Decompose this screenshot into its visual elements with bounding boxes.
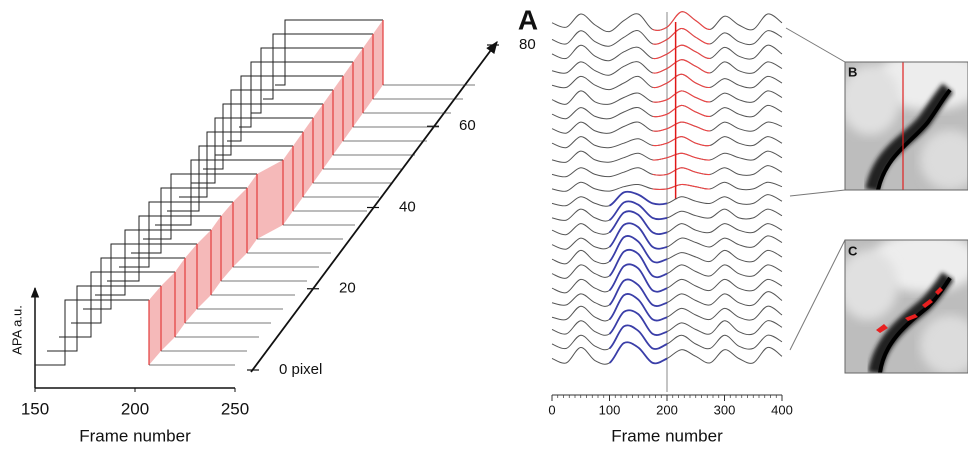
edge-band: [323, 90, 333, 169]
trace: [95, 229, 211, 296]
trace: [131, 187, 247, 254]
highlight: [652, 121, 711, 132]
inset-label: C: [848, 243, 858, 258]
z-tick-label: 40: [399, 198, 416, 215]
edge-band: [233, 188, 247, 267]
highlight: [652, 27, 711, 45]
trace: [47, 285, 161, 352]
x-tick-label: 0: [548, 402, 555, 417]
x-tick-label: 400: [771, 402, 793, 417]
highlight: [608, 248, 668, 279]
highlight: [652, 104, 711, 118]
y-axis-label: APA a.u.: [9, 305, 24, 355]
inset-c: [845, 240, 968, 373]
edge-band: [221, 202, 233, 281]
edge-band: [185, 244, 197, 323]
highlight: [609, 190, 668, 207]
trace: [143, 173, 257, 240]
inset-c-frame: [844, 239, 968, 374]
highlight: [608, 200, 668, 221]
edge-band: [313, 104, 323, 183]
z-tick-label: 60: [459, 117, 476, 134]
highlight: [608, 278, 668, 307]
highlight: [608, 222, 668, 250]
trace: [71, 257, 185, 324]
trace: [191, 117, 313, 184]
x-tick-label: 150: [21, 399, 49, 418]
edge-band: [293, 132, 303, 211]
inset-b: [845, 62, 968, 190]
highlight: [608, 341, 668, 365]
z-tick-label: 80: [519, 36, 536, 53]
panel-label: A: [518, 4, 538, 35]
edge-band: [303, 118, 313, 197]
highlight: [652, 73, 711, 89]
trace: [155, 159, 283, 226]
trace: [167, 145, 293, 212]
highlight: [652, 183, 711, 190]
highlight: [608, 210, 668, 235]
x-tick-label: 200: [656, 402, 678, 417]
inset-label: B: [848, 64, 857, 79]
highlight: [608, 293, 668, 322]
edge-band: [161, 272, 175, 351]
highlight: [608, 235, 668, 264]
x-tick-label: 300: [714, 402, 736, 417]
x-tick-label: 200: [121, 399, 149, 418]
highlight: [652, 90, 711, 103]
trace: [107, 215, 221, 282]
highlight: [652, 152, 711, 161]
highlight: [608, 263, 668, 293]
x-tick-label: 100: [599, 402, 621, 417]
connectors: [785, 27, 846, 351]
edge-band: [197, 230, 211, 309]
edge-band: [149, 286, 161, 365]
inset-b-frame: [844, 61, 968, 191]
trace: [239, 61, 353, 128]
trace: [35, 299, 149, 366]
trace: [215, 89, 333, 156]
trace: [83, 243, 197, 310]
highlight: [608, 309, 668, 336]
edge-band: [343, 62, 353, 141]
trace: [275, 19, 383, 86]
edge-band: [211, 216, 221, 295]
z-tick-label: 0 pixel: [279, 361, 322, 378]
edge-band: [363, 34, 373, 113]
edge-band: [175, 258, 185, 337]
edge-band: [373, 20, 383, 99]
z-tick-label: 20: [339, 280, 356, 297]
trace: [179, 131, 303, 198]
x-axis-label: Frame number: [611, 426, 723, 445]
x-axis-label: Frame number: [79, 426, 191, 445]
trace: [251, 47, 363, 114]
edge-band: [353, 48, 363, 127]
highlight: [652, 44, 711, 60]
edge-band: [283, 146, 293, 225]
highlight: [652, 11, 711, 31]
highlight: [652, 136, 711, 147]
trace: [59, 271, 175, 338]
x-tick-label: 250: [221, 399, 249, 418]
edge-band: [333, 76, 343, 155]
edge-band: [247, 174, 257, 253]
highlight: [608, 324, 668, 350]
trace: [227, 75, 343, 142]
highlight: [652, 167, 711, 176]
edge-band: [257, 160, 283, 239]
trace: [263, 33, 373, 100]
trace: [203, 103, 323, 170]
highlight: [652, 59, 711, 74]
